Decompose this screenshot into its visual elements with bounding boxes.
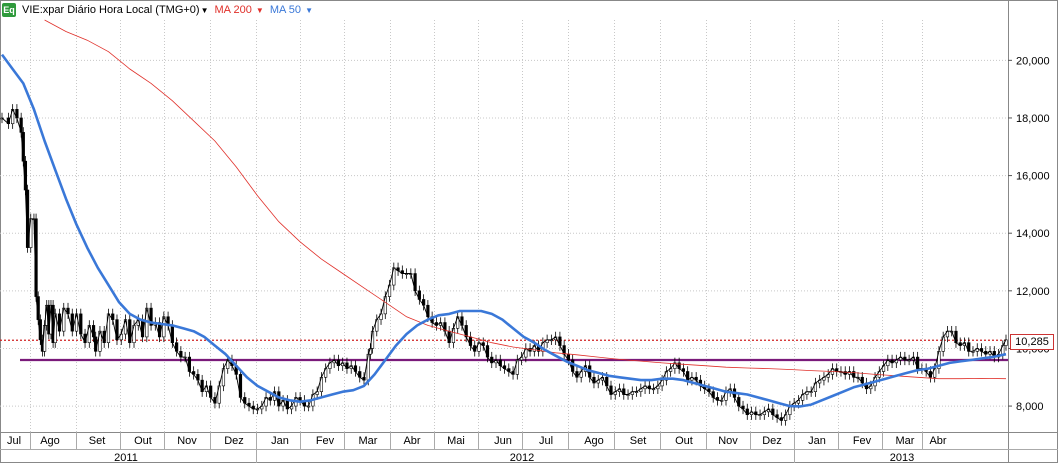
price-line <box>1 108 1007 422</box>
ma200-line <box>44 19 1007 380</box>
month-label: Abr <box>403 435 420 447</box>
last-price-label: 10,285 <box>1010 334 1054 350</box>
month-label: Ago <box>584 435 604 447</box>
month-label: Set <box>630 435 647 447</box>
y-tick-label: 14,000 <box>1016 228 1050 240</box>
ma50-legend[interactable]: MA 50 ▼ <box>270 4 313 16</box>
y-tick-label: 18,000 <box>1016 113 1050 125</box>
equity-icon[interactable]: Eq <box>2 3 16 17</box>
month-label: Mar <box>896 435 915 447</box>
month-label: Jan <box>271 435 289 447</box>
month-label: Dez <box>224 435 244 447</box>
month-label: Fev <box>853 435 872 447</box>
month-label: Fev <box>316 435 335 447</box>
month-label: Jul <box>7 435 21 447</box>
chevron-down-icon[interactable]: ▼ <box>255 6 264 15</box>
ma50-line <box>0 53 1007 408</box>
month-label: Nov <box>177 435 197 447</box>
ma200-label: MA 200 <box>214 4 252 16</box>
year-label: 2011 <box>114 452 138 463</box>
month-label: Mai <box>447 435 465 447</box>
month-label: Mar <box>359 435 378 447</box>
month-label: Jul <box>539 435 553 447</box>
y-tick-label: 8,000 <box>1016 401 1044 413</box>
instrument-title-label: VIE:xpar Diário Hora Local (TMG+0) <box>22 4 200 16</box>
month-label: Nov <box>718 435 738 447</box>
instrument-title[interactable]: VIE:xpar Diário Hora Local (TMG+0)▼ <box>22 4 209 16</box>
chevron-down-icon[interactable]: ▼ <box>305 6 313 15</box>
y-tick-label: 20,000 <box>1016 55 1050 67</box>
month-label: Ago <box>40 435 60 447</box>
y-tick-label: 12,000 <box>1016 286 1050 298</box>
month-label: Jan <box>808 435 826 447</box>
month-label: Dez <box>762 435 782 447</box>
chart-header: Eq VIE:xpar Diário Hora Local (TMG+0)▼ M… <box>0 0 313 20</box>
price-series <box>0 104 1008 426</box>
ma200-legend[interactable]: MA 200 ▼ <box>215 4 264 16</box>
month-label: Out <box>675 435 693 447</box>
year-label: 2013 <box>890 452 914 463</box>
month-label: Abr <box>929 435 946 447</box>
month-label: Set <box>89 435 106 447</box>
y-tick-label: 16,000 <box>1016 171 1050 183</box>
month-label: Out <box>134 435 152 447</box>
month-label: Jun <box>494 435 512 447</box>
chevron-down-icon[interactable]: ▼ <box>200 6 209 15</box>
year-label: 2012 <box>510 452 534 463</box>
ma50-label: MA 50 <box>269 4 301 16</box>
